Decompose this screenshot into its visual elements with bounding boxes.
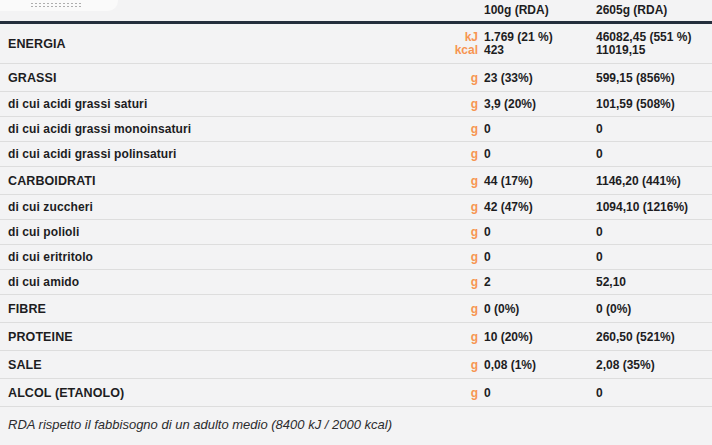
row-label: CARBOIDRATI	[0, 174, 440, 188]
value-100g: 2	[484, 275, 596, 289]
unit-cell: g	[440, 275, 478, 289]
row-label: di cui acidi grassi monoinsaturi	[0, 122, 440, 136]
row-label: di cui acidi grassi polinsaturi	[0, 147, 440, 161]
value-2605g: 1146,20 (441%)	[596, 174, 712, 188]
unit-cell: g	[440, 225, 478, 239]
value-2605g: 599,15 (856%)	[596, 71, 712, 85]
nutrition-table-rows: ENERGIAkJkcal1.769 (21 %)42346082,45 (55…	[0, 24, 712, 407]
value-2605g: 0	[596, 250, 712, 264]
value-100g: 0,08 (1%)	[484, 358, 596, 372]
unit-cell: g	[440, 174, 478, 188]
value-100g: 44 (17%)	[484, 174, 596, 188]
value-2605g: 0	[596, 225, 712, 239]
unit-cell: g	[440, 386, 478, 400]
value-100g: 0	[484, 122, 596, 136]
value-100g: 42 (47%)	[484, 200, 596, 214]
nutrition-table: 100g (RDA) 2605g (RDA) ENERGIAkJkcal1.76…	[0, 0, 712, 432]
table-row: ALCOL (ETANOLO)g00	[0, 379, 712, 407]
value-100g: 10 (20%)	[484, 330, 596, 344]
value-2605g: 46082,45 (551 %)11019,15	[596, 31, 712, 57]
value-2605g: 0	[596, 386, 712, 400]
table-row: PROTEINEg 10 (20%)260,50 (521%)	[0, 323, 712, 351]
row-label: GRASSI	[0, 71, 440, 85]
row-label: ENERGIA	[0, 37, 440, 51]
table-row: di cui zuccherig 42 (47%)1094,10 (1216%)	[0, 195, 712, 220]
unit-cell: g	[440, 122, 478, 136]
value-100g: 0	[484, 386, 596, 400]
table-row: di cui amidog252,10	[0, 270, 712, 295]
table-row: di cui acidi grassi polinsaturig00	[0, 142, 712, 167]
value-2605g: 0	[596, 122, 712, 136]
row-label: di cui polioli	[0, 225, 440, 239]
value-100g: 0	[484, 225, 596, 239]
value-100g: 3,9 (20%)	[484, 97, 596, 111]
value-100g: 0 (0%)	[484, 302, 596, 316]
table-row: FIBREg 0 (0%)0 (0%)	[0, 295, 712, 323]
unit-cell: g	[440, 330, 478, 344]
value-100g: 0	[484, 250, 596, 264]
table-row: GRASSIg 23 (33%)599,15 (856%)	[0, 64, 712, 92]
row-label: di cui amido	[0, 275, 440, 289]
column-header-100g: 100g (RDA)	[484, 0, 596, 17]
table-row: ENERGIAkJkcal1.769 (21 %)42346082,45 (55…	[0, 24, 712, 64]
table-row: di cui eritritolog00	[0, 245, 712, 270]
unit-cell: g	[440, 358, 478, 372]
row-label: PROTEINE	[0, 330, 440, 344]
nutrition-facts-page: 100g (RDA) 2605g (RDA) ENERGIAkJkcal1.76…	[0, 0, 712, 445]
unit-cell: g	[440, 147, 478, 161]
value-2605g: 52,10	[596, 275, 712, 289]
unit-cell: kJkcal	[440, 31, 478, 57]
unit-cell: g	[440, 71, 478, 85]
value-100g: 23 (33%)	[484, 71, 596, 85]
row-label: di cui zuccheri	[0, 200, 440, 214]
value-2605g: 1094,10 (1216%)	[596, 200, 712, 214]
table-row: di cui poliolig00	[0, 220, 712, 245]
unit-cell: g	[440, 302, 478, 316]
row-label: di cui eritritolo	[0, 250, 440, 264]
table-header-row: 100g (RDA) 2605g (RDA)	[0, 0, 712, 24]
column-header-2605g: 2605g (RDA)	[596, 0, 712, 17]
table-row: CARBOIDRATIg 44 (17%)1146,20 (441%)	[0, 167, 712, 195]
table-row: di cui acidi grassi saturig 3,9 (20%)101,…	[0, 92, 712, 117]
table-row: di cui acidi grassi monoinsaturig00	[0, 117, 712, 142]
rda-footnote: RDA rispetto il fabbisogno di un adulto …	[0, 417, 712, 432]
value-2605g: 101,59 (508%)	[596, 97, 712, 111]
row-label: SALE	[0, 358, 440, 372]
value-100g: 0	[484, 147, 596, 161]
value-2605g: 0	[596, 147, 712, 161]
value-2605g: 0 (0%)	[596, 302, 712, 316]
value-2605g: 260,50 (521%)	[596, 330, 712, 344]
value-100g: 1.769 (21 %)423	[484, 31, 596, 57]
row-label: ALCOL (ETANOLO)	[0, 386, 440, 400]
value-2605g: 2,08 (35%)	[596, 358, 712, 372]
unit-cell: g	[440, 200, 478, 214]
unit-cell: g	[440, 250, 478, 264]
unit-cell: g	[440, 97, 478, 111]
row-label: di cui acidi grassi saturi	[0, 97, 440, 111]
row-label: FIBRE	[0, 302, 440, 316]
table-row: SALEg 0,08 (1%)2,08 (35%)	[0, 351, 712, 379]
